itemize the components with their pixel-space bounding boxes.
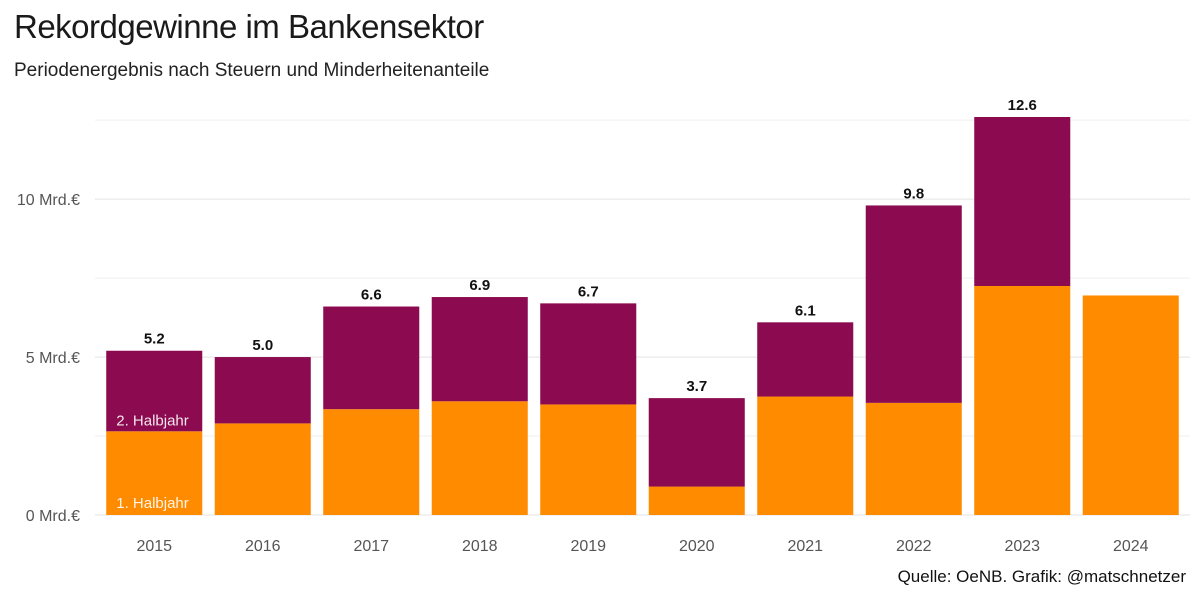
x-tick-label: 2020 (679, 538, 715, 555)
bar-second-half (106, 350, 203, 432)
x-tick-label: 2023 (1004, 538, 1040, 555)
source-caption: Quelle: OeNB. Grafik: @matschnetzer (897, 567, 1186, 586)
total-value-label: 3.7 (686, 378, 707, 395)
series-label-second-half: 2. Halbjahr (116, 412, 189, 429)
total-value-label: 5.0 (252, 337, 273, 354)
x-tick-label: 2017 (353, 538, 389, 555)
bar-second-half (214, 357, 311, 424)
bar-first-half (865, 402, 962, 515)
total-value-label: 6.6 (361, 287, 382, 304)
chart-title: Rekordgewinne im Bankensektor (14, 8, 484, 45)
bar-second-half (431, 297, 528, 402)
x-tick-label: 2018 (462, 538, 498, 555)
bar-first-half (648, 486, 745, 515)
bar-first-half (214, 423, 311, 515)
bar-second-half (648, 398, 745, 487)
bar-second-half (323, 306, 420, 410)
y-tick-label: 10 Mrd.€ (17, 192, 80, 209)
y-tick-label: 5 Mrd.€ (26, 350, 80, 367)
x-tick-label: 2021 (787, 538, 823, 555)
bar-second-half (865, 205, 962, 403)
x-tick-label: 2024 (1113, 538, 1149, 555)
total-value-label: 5.2 (144, 331, 165, 348)
bar-second-half (974, 117, 1071, 286)
total-value-label: 6.1 (795, 302, 816, 319)
bar-first-half (974, 285, 1071, 515)
total-value-label: 12.6 (1008, 97, 1037, 114)
total-value-label: 9.8 (903, 185, 924, 202)
total-value-label: 6.9 (469, 277, 490, 294)
total-value-label: 6.7 (578, 283, 599, 300)
bar-first-half (540, 404, 637, 515)
series-label-first-half: 1. Halbjahr (116, 495, 189, 512)
bar-second-half (540, 303, 637, 405)
chart-subtitle: Periodenergebnis nach Steuern und Minder… (14, 60, 490, 81)
bar-first-half (1082, 295, 1179, 515)
bar-first-half (431, 401, 528, 515)
x-tick-label: 2022 (896, 538, 932, 555)
x-tick-label: 2015 (136, 538, 172, 555)
bar-second-half (757, 322, 854, 397)
bar-first-half (323, 409, 420, 515)
x-tick-label: 2019 (570, 538, 606, 555)
y-tick-label: 0 Mrd.€ (26, 508, 80, 525)
bar-first-half (106, 431, 203, 515)
x-tick-label: 2016 (245, 538, 281, 555)
bar-first-half (757, 396, 854, 515)
